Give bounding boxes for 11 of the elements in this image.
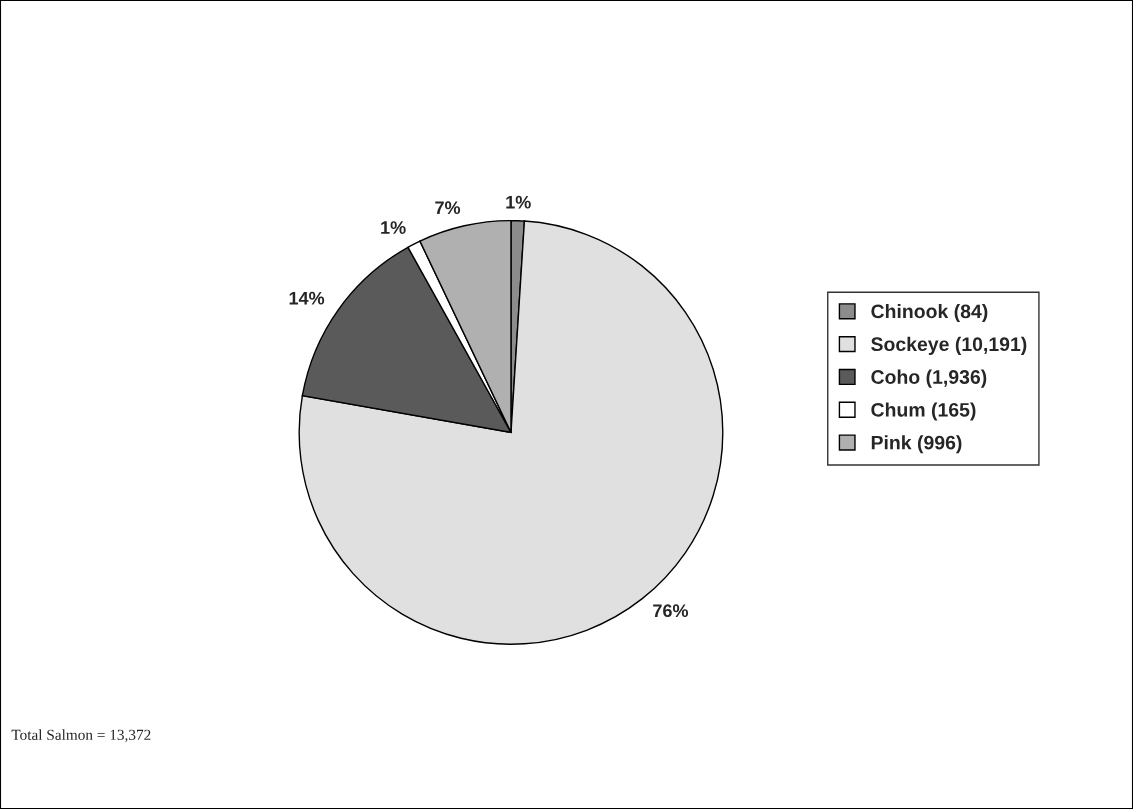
text: Total Salmon = 13,372 bbox=[11, 729, 151, 743]
legend-label: Sockeye (10,191) bbox=[871, 336, 1027, 355]
legend-label: Chinook (84) bbox=[871, 303, 988, 323]
legend-label: Chum (165) bbox=[871, 402, 976, 421]
data-label: 76% bbox=[653, 604, 689, 618]
legend-label: Coho (1,936) bbox=[871, 369, 987, 388]
data-label: 1% bbox=[506, 195, 531, 209]
data-label: 7% bbox=[435, 201, 461, 215]
data-label: 14% bbox=[289, 291, 325, 305]
legend-label: Pink (996) bbox=[871, 435, 962, 454]
data-label: 1% bbox=[381, 221, 406, 234]
